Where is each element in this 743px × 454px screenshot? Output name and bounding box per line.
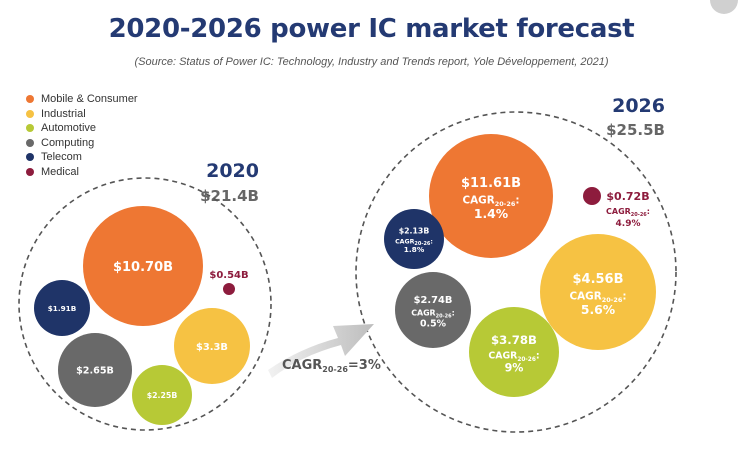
bubble-medical-2020	[223, 283, 235, 295]
value-label-telecom-2026: $2.13B	[399, 227, 430, 236]
cagr-value-industrial-2026: 5.6%	[581, 303, 615, 317]
arrow-cagr-label: CAGR20-26=3%	[282, 358, 381, 374]
legend-dot-mobile-consumer	[26, 95, 34, 104]
legend-label-mobile-consumer: Mobile & Consumer	[41, 93, 138, 106]
arrow-cagr-text: CAGR	[282, 358, 322, 373]
legend-label-medical: Medical	[41, 165, 79, 178]
value-label-medical-2026: $0.72B	[606, 190, 649, 203]
value-label-telecom-2020: $1.91B	[48, 304, 77, 313]
value-label-computing-2020: $2.65B	[76, 366, 114, 377]
year-2026-label: 2026	[612, 95, 665, 117]
value-label-automotive-2020: $2.25B	[147, 391, 178, 400]
group-2020-outline	[18, 177, 272, 431]
corner-circle-icon	[710, 0, 738, 14]
legend-label-telecom: Telecom	[41, 151, 82, 164]
year-2020-label: 2020	[206, 160, 259, 182]
cagr-value-automotive-2026: 9%	[505, 362, 524, 375]
total-2020-label: $21.4B	[200, 187, 259, 205]
cagr-value-mobile-consumer-2026: 1.4%	[474, 207, 508, 221]
bubble-automotive-2026	[469, 307, 559, 397]
bubble-computing-2020	[58, 333, 132, 407]
value-label-automotive-2026: $3.78B	[491, 333, 537, 347]
chart-title: 2020-2026 power IC market forecast	[108, 14, 635, 44]
legend-item-mobile-consumer: Mobile & Consumer	[26, 92, 138, 107]
legend-dot-computing	[26, 138, 34, 147]
bubble-industrial-2020	[174, 308, 250, 384]
cagr-value-medical-2026: 4.9%	[616, 219, 641, 229]
cagr-label-telecom-2026: CAGR20-26:	[395, 238, 433, 247]
bubble-computing-2026	[395, 272, 471, 348]
cagr-label-industrial-2026: CAGR20-26:	[570, 290, 627, 304]
value-label-industrial-2026: $4.56B	[572, 272, 623, 287]
legend-dot-automotive	[26, 124, 34, 133]
cagr-label-computing-2026: CAGR20-26:	[411, 309, 455, 320]
legend-label-computing: Computing	[41, 136, 95, 149]
cagr-label-medical-2026: CAGR20-26:	[606, 207, 650, 218]
bubble-industrial-2026	[540, 234, 656, 350]
cagr-value-computing-2026: 0.5%	[420, 319, 447, 330]
cagr-label-automotive-2026: CAGR20-26:	[488, 351, 539, 363]
bubble-medical-2026	[583, 187, 601, 205]
growth-arrow	[268, 324, 374, 378]
bubble-automotive-2020	[132, 365, 192, 425]
value-label-mobile-consumer-2020: $10.70B	[113, 260, 173, 275]
value-label-medical-2020: $0.54B	[209, 270, 248, 281]
bubble-mobile-consumer-2020	[83, 206, 203, 326]
legend-dot-industrial	[26, 109, 34, 118]
value-label-mobile-consumer-2026: $11.61B	[461, 176, 521, 191]
legend-item-industrial: Industrial	[26, 107, 138, 122]
group-2026-outline	[355, 111, 677, 433]
legend-dot-medical	[26, 167, 34, 176]
bubble-telecom-2020	[34, 280, 90, 336]
chart-subtitle: (Source: Status of Power IC: Technology,…	[134, 56, 609, 68]
value-label-computing-2026: $2.74B	[414, 295, 453, 306]
cagr-label-mobile-consumer-2026: CAGR20-26:	[463, 194, 520, 208]
legend-dot-telecom	[26, 153, 34, 162]
legend-label-automotive: Automotive	[41, 122, 97, 135]
total-2026-label: $25.5B	[606, 121, 665, 139]
legend-item-telecom: Telecom	[26, 150, 138, 165]
legend-label-industrial: Industrial	[41, 107, 86, 120]
legend: Mobile & Consumer Industrial Automotive …	[26, 92, 138, 179]
legend-item-computing: Computing	[26, 136, 138, 151]
value-label-industrial-2020: $3.3B	[196, 342, 228, 353]
arrow-cagr-tail: =3%	[348, 358, 381, 373]
legend-item-medical: Medical	[26, 165, 138, 180]
arrow-cagr-sub: 20-26	[322, 365, 348, 374]
bubble-mobile-consumer-2026	[429, 134, 553, 258]
cagr-value-telecom-2026: 1.8%	[404, 245, 425, 254]
legend-item-automotive: Automotive	[26, 121, 138, 136]
bubble-telecom-2026	[384, 209, 444, 269]
